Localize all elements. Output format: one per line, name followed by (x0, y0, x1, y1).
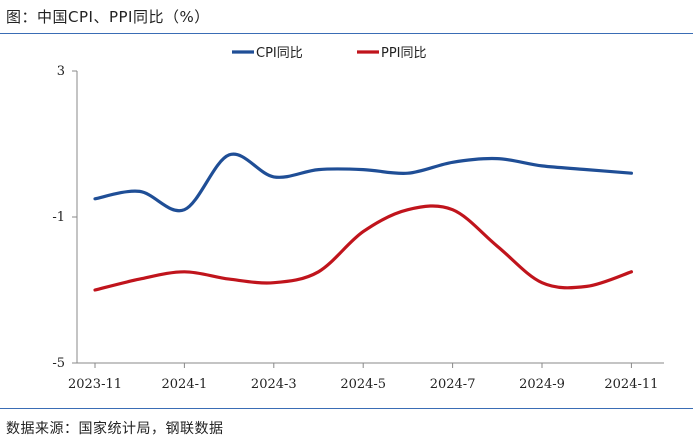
x-tick-label: 2024-3 (251, 377, 297, 392)
legend-label-ppi: PPI同比 (381, 46, 427, 61)
series-line-ppi (93, 204, 633, 292)
y-tick-label: -5 (52, 356, 65, 371)
legend-label-cpi: CPI同比 (256, 46, 303, 61)
data-source-note: 数据来源：国家统计局，钢联数据 (6, 421, 224, 437)
x-tick-label: 2024-1 (162, 377, 208, 392)
figure-title: 图：中国CPI、PPI同比（%） (6, 8, 210, 26)
series-line-cpi (93, 152, 633, 213)
top-rule (0, 33, 693, 34)
y-tick-label: -1 (52, 210, 65, 225)
x-tick-label: 2024-7 (430, 377, 476, 392)
y-tick-label: 3 (57, 64, 65, 79)
x-tick-label: 2024-11 (604, 377, 658, 392)
x-tick-label: 2023-11 (68, 377, 122, 392)
bottom-rule (0, 408, 693, 409)
x-tick-label: 2024-9 (519, 377, 565, 392)
x-tick-label: 2024-5 (340, 377, 386, 392)
